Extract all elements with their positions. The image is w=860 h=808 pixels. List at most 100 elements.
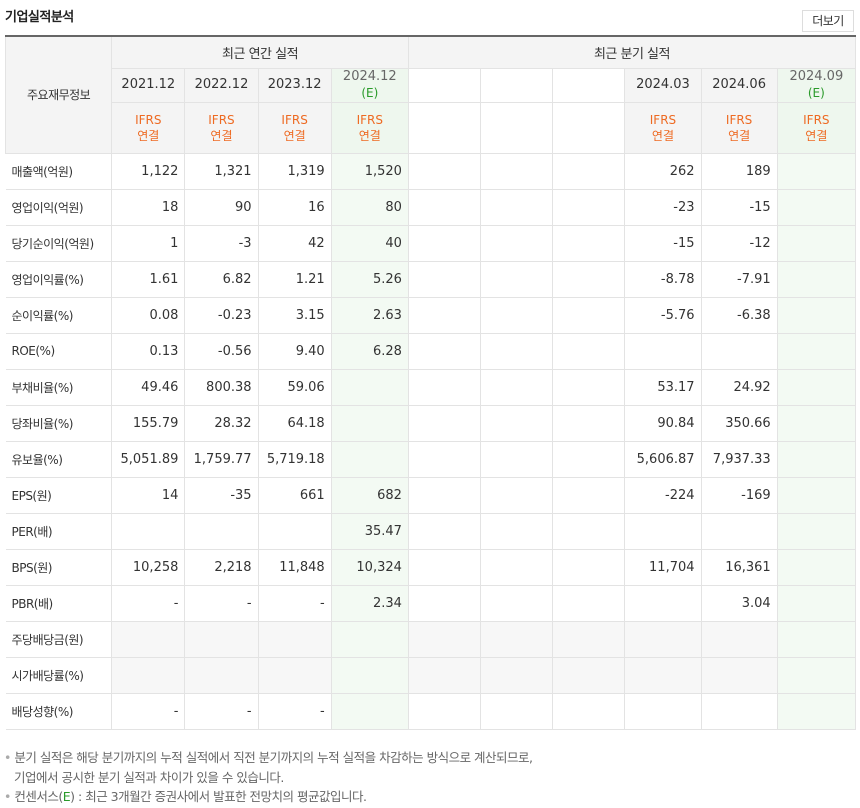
empty-cell	[407, 332, 482, 370]
empty-cell	[407, 260, 482, 298]
value-cell: 1,319	[257, 152, 332, 190]
value-cell: 16,361	[700, 548, 778, 586]
value-cell: -169	[700, 476, 778, 514]
value-cell: 24.92	[700, 368, 778, 406]
value-cell: 10,324	[330, 548, 409, 586]
estimate-mark: (E)	[807, 85, 825, 100]
value-cell: -0.56	[184, 332, 259, 370]
annual-period: 2024.12 (E)	[330, 67, 409, 103]
value-cell	[776, 188, 857, 226]
value-cell: 9.40	[257, 332, 332, 370]
quarter-period: 2024.09 (E)	[776, 67, 857, 103]
value-cell	[776, 440, 857, 478]
ifrs-label: IFRS 연결	[624, 101, 702, 154]
empty-cell	[552, 224, 626, 262]
footnote-1: • 분기 실적은 해당 분기까지의 누적 실적에서 직전 분기까지의 누적 실적…	[4, 750, 533, 765]
value-cell	[184, 512, 259, 550]
row-label: 주당배당금(원)	[5, 620, 113, 658]
value-cell: 661	[257, 476, 332, 514]
empty-cell	[480, 188, 554, 226]
empty-cell	[552, 332, 626, 370]
period-empty	[552, 67, 626, 103]
ifrs-label: IFRS 연결	[776, 101, 857, 154]
row-label: 유보율(%)	[5, 440, 113, 478]
value-cell: 64.18	[257, 404, 332, 442]
value-cell: 10,258	[111, 548, 186, 586]
value-cell: 11,704	[624, 548, 702, 586]
ifrs-label: IFRS 연결	[330, 101, 409, 154]
value-cell: 59.06	[257, 368, 332, 406]
value-cell: 2,218	[184, 548, 259, 586]
empty-cell	[480, 692, 554, 730]
row-label: 당좌비율(%)	[5, 404, 113, 442]
value-cell: 1,759.77	[184, 440, 259, 478]
row-label: PER(배)	[5, 512, 113, 550]
value-cell	[257, 656, 332, 694]
value-cell	[700, 692, 778, 730]
value-cell: 80	[330, 188, 409, 226]
empty-cell	[552, 548, 626, 586]
value-cell: 18	[111, 188, 186, 226]
value-cell: -	[111, 692, 186, 730]
value-cell	[330, 692, 409, 730]
value-cell	[776, 224, 857, 262]
value-cell: -8.78	[624, 260, 702, 298]
empty-cell	[480, 440, 554, 478]
value-cell	[700, 332, 778, 370]
value-cell	[330, 620, 409, 658]
value-cell: 189	[700, 152, 778, 190]
annual-period: 2022.12	[184, 67, 259, 103]
empty-cell	[480, 152, 554, 190]
value-cell: -3	[184, 224, 259, 262]
value-cell: 1.21	[257, 260, 332, 298]
ifrs-empty	[552, 101, 626, 154]
value-cell: 5,606.87	[624, 440, 702, 478]
value-cell: 2.34	[330, 584, 409, 622]
value-cell	[776, 296, 857, 334]
value-cell: 800.38	[184, 368, 259, 406]
value-cell	[776, 692, 857, 730]
empty-cell	[552, 584, 626, 622]
value-cell: 5.26	[330, 260, 409, 298]
value-cell: -6.38	[700, 296, 778, 334]
table-row: PER(배) 35.47	[5, 512, 857, 550]
row-label: 영업이익(억원)	[5, 188, 113, 226]
value-cell: 7,937.33	[700, 440, 778, 478]
value-cell: -	[257, 692, 332, 730]
row-label: 영업이익률(%)	[5, 260, 113, 298]
value-cell	[700, 620, 778, 658]
footnote-1b: 기업에서 공시한 분기 실적과 차이가 있을 수 있습니다.	[14, 769, 284, 785]
value-cell	[624, 512, 702, 550]
row-label: EPS(원)	[5, 476, 113, 514]
row-label: ROE(%)	[5, 332, 113, 370]
annual-header: 최근 연간 실적	[111, 35, 409, 69]
value-cell: 90	[184, 188, 259, 226]
row-label: 부채비율(%)	[5, 368, 113, 406]
annual-period: 2021.12	[111, 67, 186, 103]
value-cell	[624, 620, 702, 658]
value-cell: -	[184, 584, 259, 622]
empty-cell	[480, 512, 554, 550]
value-cell	[776, 548, 857, 586]
value-cell: 1.61	[111, 260, 186, 298]
value-cell: 5,719.18	[257, 440, 332, 478]
quarter-header: 최근 분기 실적	[407, 35, 857, 69]
value-cell: 3.04	[700, 584, 778, 622]
more-button[interactable]: 더보기	[802, 10, 854, 32]
empty-cell	[552, 260, 626, 298]
value-cell: 28.32	[184, 404, 259, 442]
value-cell	[776, 260, 857, 298]
value-cell: 262	[624, 152, 702, 190]
quarter-period: 2024.03	[624, 67, 702, 103]
financial-table: 주요재무정보 최근 연간 실적 최근 분기 실적 2021.12 2022.12 2…	[4, 35, 857, 730]
ifrs-label: IFRS 연결	[111, 101, 186, 154]
value-cell	[776, 152, 857, 190]
row-label: 배당성향(%)	[5, 692, 113, 730]
value-cell: 3.15	[257, 296, 332, 334]
empty-cell	[552, 620, 626, 658]
row-label: BPS(원)	[5, 548, 113, 586]
row-label: 시가배당률(%)	[5, 656, 113, 694]
empty-cell	[480, 584, 554, 622]
value-cell	[776, 404, 857, 442]
value-cell: -5.76	[624, 296, 702, 334]
